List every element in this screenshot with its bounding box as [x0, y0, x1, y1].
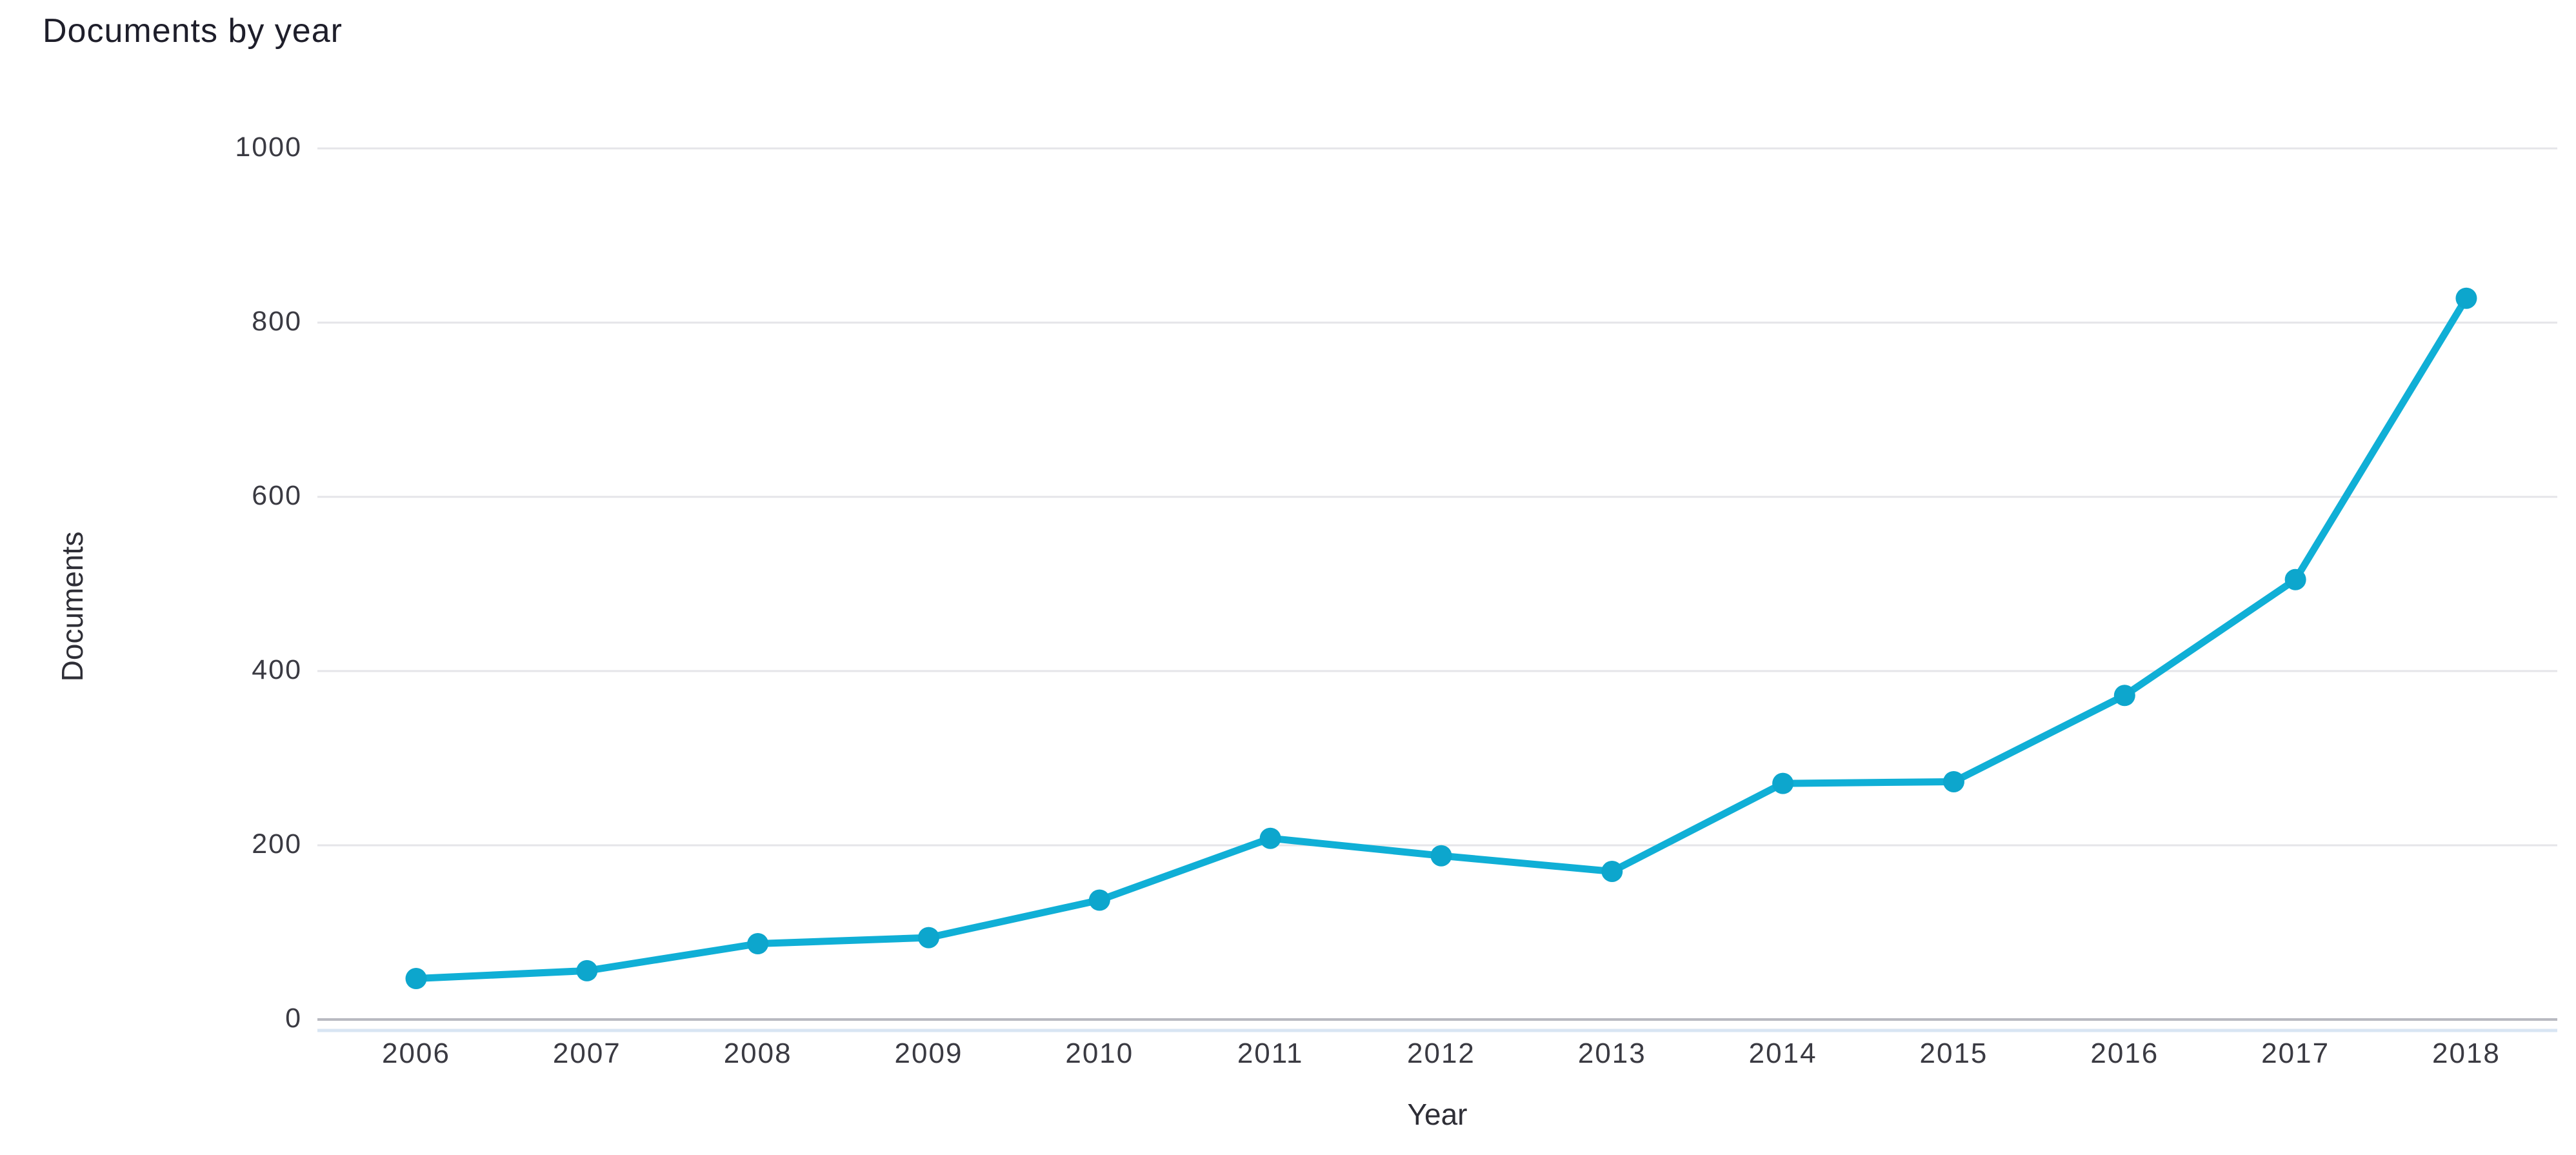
data-point-marker — [1088, 889, 1110, 911]
documents-series-line — [412, 294, 2470, 983]
x-tick-label: 2012 — [1407, 1038, 1475, 1069]
data-point-marker — [2113, 685, 2135, 707]
y-tick-label: 400 — [252, 654, 302, 685]
x-tick-label: 2006 — [382, 1038, 450, 1069]
data-point-marker — [917, 927, 939, 949]
y-tick-label: 1000 — [235, 132, 302, 163]
data-point-marker — [1430, 845, 1452, 867]
data-point-marker — [405, 968, 427, 990]
x-tick-label: 2015 — [1919, 1038, 1988, 1069]
x-tick-label: 2011 — [1237, 1038, 1304, 1069]
data-point-marker — [1772, 772, 1794, 794]
y-tick-label: 200 — [252, 829, 302, 859]
x-tick-label: 2013 — [1577, 1038, 1646, 1069]
data-point-marker — [747, 933, 769, 955]
x-tick-label: 2014 — [1748, 1038, 1817, 1069]
x-tick-label: 2018 — [2432, 1038, 2501, 1069]
x-tick-label: 2009 — [894, 1038, 963, 1069]
x-axis-title: Year — [1407, 1098, 1468, 1131]
x-tick-label: 2008 — [723, 1038, 792, 1069]
y-tick-label: 800 — [252, 306, 302, 337]
y-tick-label: 0 — [285, 1003, 302, 1034]
x-tick-label: 2016 — [2090, 1038, 2159, 1069]
x-tick-label: 2007 — [552, 1038, 621, 1069]
data-point-marker — [2284, 568, 2306, 590]
data-point-marker — [1259, 827, 1281, 849]
data-point-marker — [1942, 770, 1964, 792]
x-tick-label: 2010 — [1065, 1038, 1134, 1069]
chart-title: Documents by year — [43, 12, 343, 50]
x-tick-label: 2017 — [2261, 1038, 2330, 1069]
data-point-marker — [2455, 287, 2477, 309]
data-point-marker — [576, 959, 598, 981]
data-point-marker — [1601, 861, 1623, 882]
y-tick-label: 600 — [252, 480, 302, 511]
